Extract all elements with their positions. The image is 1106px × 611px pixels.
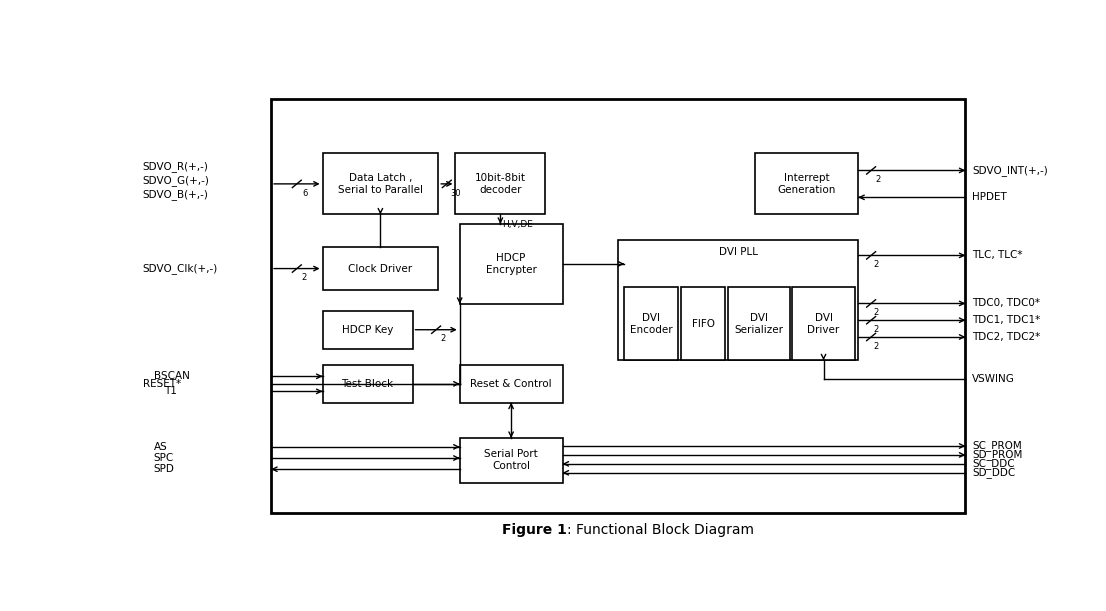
Bar [323,247,438,290]
Bar [728,287,790,360]
Text: TDC0, TDC0*: TDC0, TDC0* [972,298,1041,309]
Text: Interrept
Generation: Interrept Generation [778,173,836,195]
Text: 10bit-8bit
decoder: 10bit-8bit decoder [474,173,525,195]
Text: Clock Driver: Clock Driver [348,263,413,274]
Text: HDCP
Encrypter: HDCP Encrypter [486,253,536,275]
Text: H,V,DE: H,V,DE [502,220,533,229]
Text: TDC2, TDC2*: TDC2, TDC2* [972,332,1041,342]
Text: DVI
Encoder: DVI Encoder [630,313,672,335]
Text: 2: 2 [874,325,879,334]
Text: : Functional Block Diagram: : Functional Block Diagram [567,522,754,536]
Text: RESET*: RESET* [143,379,180,389]
Text: Reset & Control: Reset & Control [470,379,552,389]
Text: SDVO_INT(+,-): SDVO_INT(+,-) [972,165,1048,176]
Text: SDVO_Clk(+,-): SDVO_Clk(+,-) [143,263,218,274]
Bar [792,287,855,360]
Text: FIFO: FIFO [691,319,714,329]
Text: SC_PROM: SC_PROM [972,441,1022,452]
Text: TDC1, TDC1*: TDC1, TDC1* [972,315,1041,325]
Text: TLC, TLC*: TLC, TLC* [972,251,1023,260]
Bar [460,438,563,483]
Bar [460,224,563,304]
Bar [456,153,545,214]
Text: 6: 6 [303,189,309,197]
Bar [271,99,966,513]
Text: SPC: SPC [154,453,174,463]
Text: DVI PLL: DVI PLL [719,247,758,257]
Text: 2: 2 [874,342,879,351]
Text: SDVO_R(+,-): SDVO_R(+,-) [143,161,208,172]
Text: DVI
Driver: DVI Driver [807,313,839,335]
Bar [618,240,858,360]
Text: 2: 2 [874,308,879,317]
Bar [681,287,726,360]
Bar [323,365,413,403]
Text: HPDET: HPDET [972,192,1006,202]
Text: VSWING: VSWING [972,374,1015,384]
Text: 30: 30 [450,189,461,197]
Bar [323,311,413,348]
Text: SD_PROM: SD_PROM [972,450,1023,460]
Text: 2: 2 [876,175,880,184]
Text: T1: T1 [164,386,177,397]
Bar [624,287,678,360]
Text: SD_DDC: SD_DDC [972,467,1015,478]
Text: 2: 2 [874,260,879,269]
Text: AS: AS [154,442,167,452]
Text: Serial Port
Control: Serial Port Control [484,450,538,471]
Text: SDVO_B(+,-): SDVO_B(+,-) [143,189,208,200]
Text: DVI
Serializer: DVI Serializer [734,313,783,335]
Text: BSCAN: BSCAN [154,371,189,381]
Text: SPD: SPD [154,464,175,474]
Text: SC_DDC: SC_DDC [972,458,1015,469]
Bar [755,153,858,214]
Text: HDCP Key: HDCP Key [342,324,394,335]
Bar [323,153,438,214]
Text: 2: 2 [301,273,306,282]
Text: Figure 1: Figure 1 [502,522,567,536]
Text: 2: 2 [440,334,446,343]
Text: Data Latch ,
Serial to Parallel: Data Latch , Serial to Parallel [338,173,422,195]
Bar [460,365,563,403]
Text: SDVO_G(+,-): SDVO_G(+,-) [143,175,209,186]
Text: Test Block: Test Block [342,379,394,389]
